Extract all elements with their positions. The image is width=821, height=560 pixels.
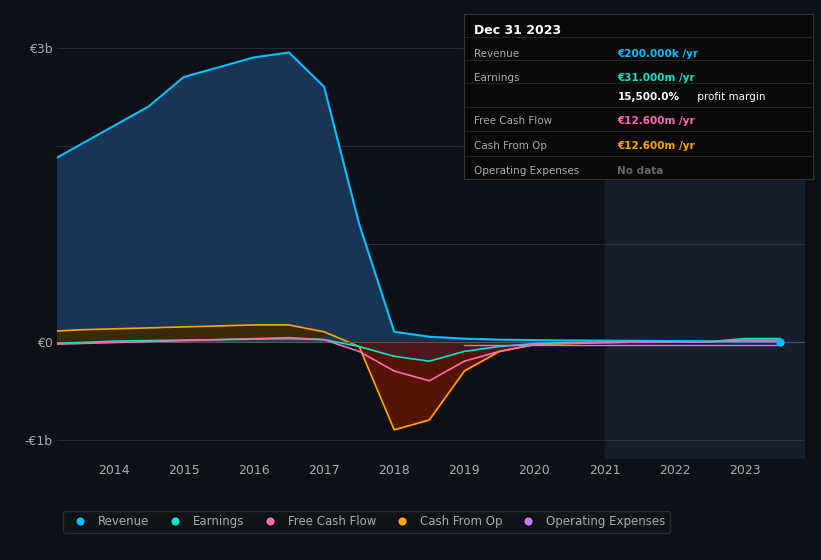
Text: profit margin: profit margin [695, 92, 766, 102]
Text: €31.000m /yr: €31.000m /yr [617, 73, 695, 83]
Text: Cash From Op: Cash From Op [475, 141, 548, 151]
Text: Earnings: Earnings [475, 73, 520, 83]
Bar [604, 28, 805, 459]
Text: €12.600m /yr: €12.600m /yr [617, 141, 695, 151]
Text: Operating Expenses: Operating Expenses [475, 166, 580, 176]
Text: No data: No data [617, 166, 663, 176]
Text: €200.000k /yr: €200.000k /yr [617, 49, 699, 59]
Text: €12.600m /yr: €12.600m /yr [617, 116, 695, 127]
Legend: Revenue, Earnings, Free Cash Flow, Cash From Op, Operating Expenses: Revenue, Earnings, Free Cash Flow, Cash … [63, 511, 670, 533]
Text: 15,500.0%: 15,500.0% [617, 92, 680, 102]
Text: Revenue: Revenue [475, 49, 520, 59]
Text: Free Cash Flow: Free Cash Flow [475, 116, 553, 127]
Text: Dec 31 2023: Dec 31 2023 [475, 24, 562, 37]
